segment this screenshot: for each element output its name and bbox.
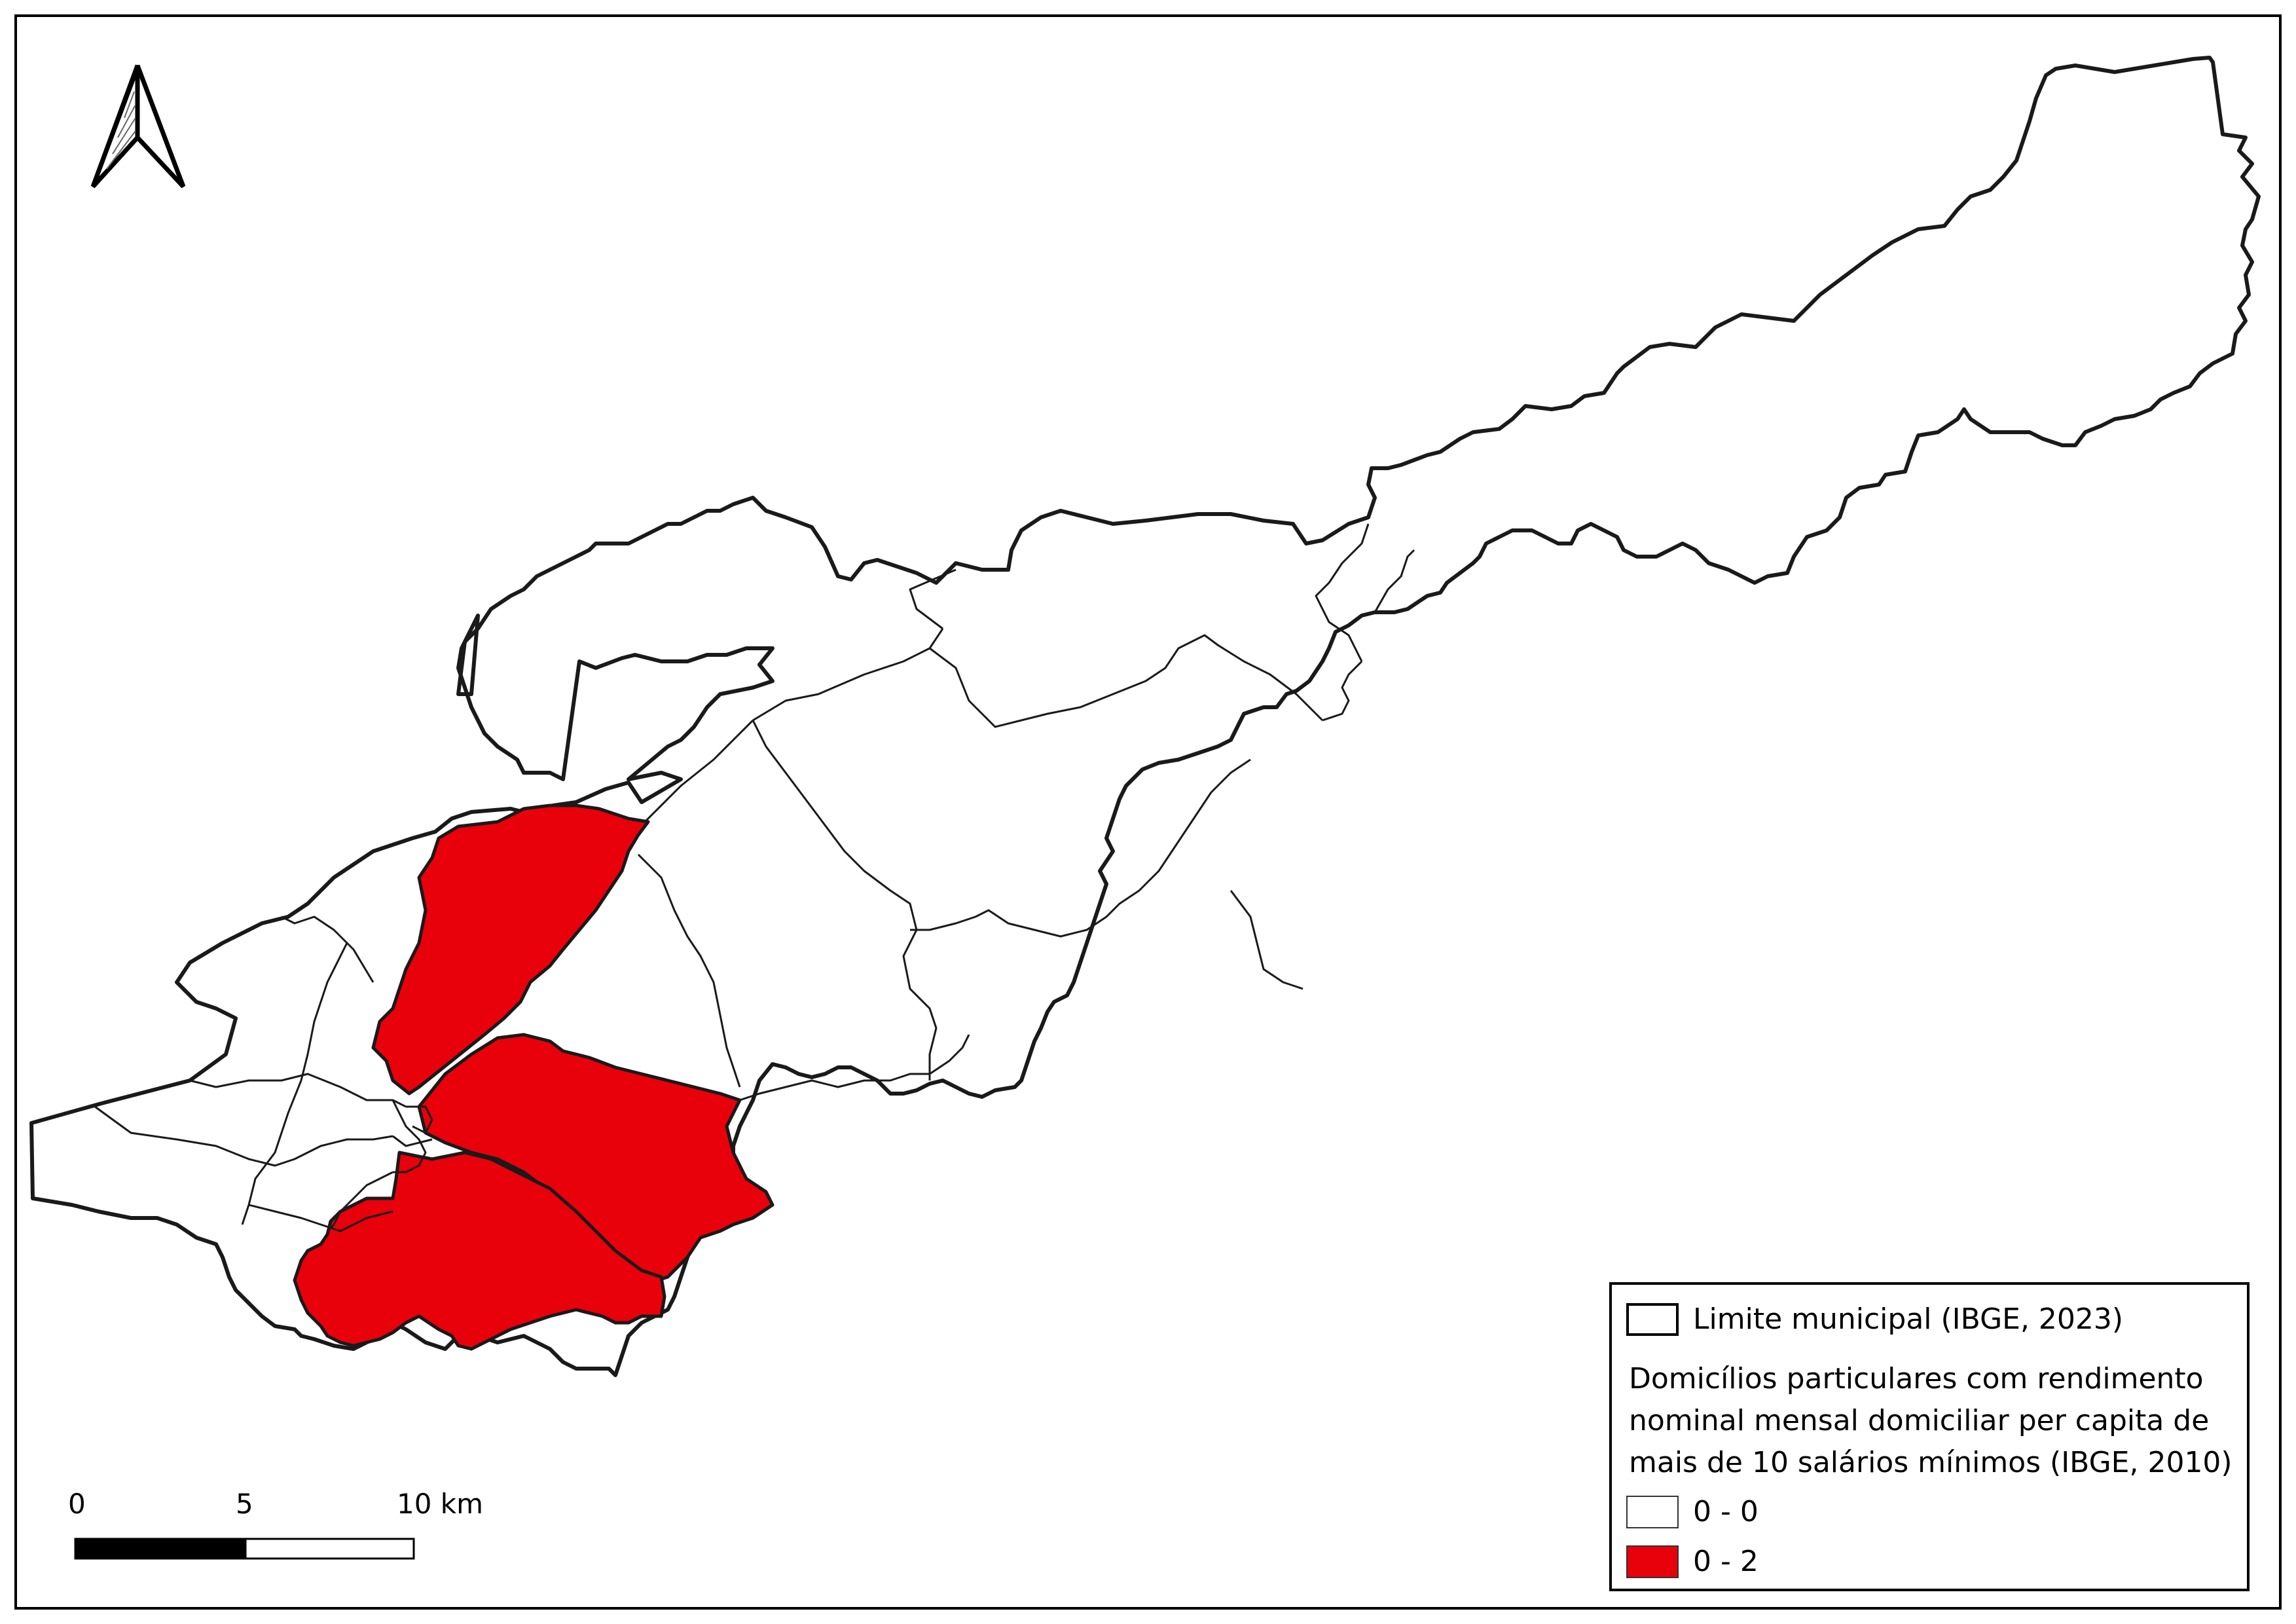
legend-class-0-label: 0 - 0: [1693, 1495, 1758, 1528]
municipality-outline: [29, 56, 2261, 1377]
scale-bar: [74, 1538, 415, 1560]
legend-row-boundary: Limite municipal (IBGE, 2023): [1626, 1303, 2123, 1336]
north-arrow-icon: [90, 64, 186, 189]
legend-class-1-label: 0 - 2: [1693, 1545, 1758, 1578]
scale-label-10: 10 km: [397, 1488, 484, 1520]
district-boundaries: [94, 523, 1415, 1232]
legend-row-class-0: 0 - 0: [1626, 1496, 1758, 1528]
district-south-highlight: [293, 1151, 666, 1351]
highlight-districts: [293, 803, 774, 1351]
legend-title: Domicílios particulares com rendimento n…: [1629, 1358, 2232, 1484]
boundary-swatch: [1626, 1303, 1679, 1336]
district-north-highlight: [371, 803, 650, 1096]
legend-title-line-2: nominal mensal domiciliar per capita de: [1629, 1404, 2210, 1437]
scale-label-0: 0: [68, 1488, 86, 1520]
legend-row-class-1: 0 - 2: [1626, 1545, 1758, 1578]
scale-label-5: 5: [236, 1488, 253, 1520]
legend-title-line-1: Domicílios particulares com rendimento: [1629, 1362, 2204, 1395]
legend-title-line-3: mais de 10 salários mínimos (IBGE, 2010): [1629, 1446, 2232, 1479]
class-1-swatch: [1626, 1545, 1679, 1578]
legend-boundary-label: Limite municipal (IBGE, 2023): [1693, 1302, 2124, 1336]
map-legend: Limite municipal (IBGE, 2023) Domicílios…: [1609, 1282, 2250, 1591]
class-0-swatch: [1626, 1496, 1679, 1528]
